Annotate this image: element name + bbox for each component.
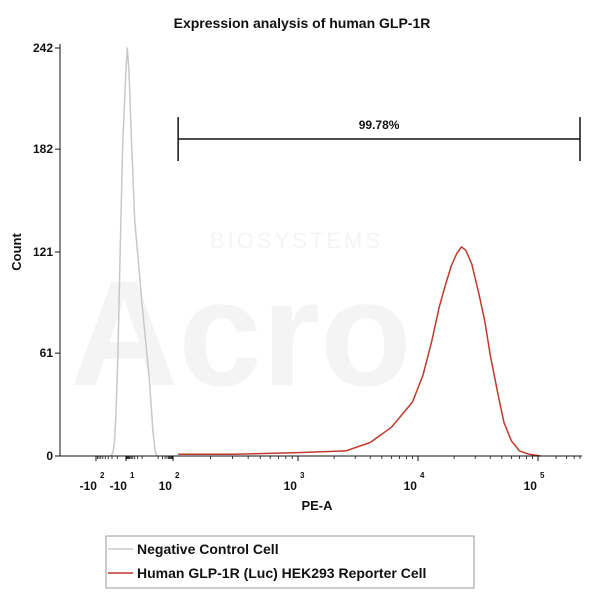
legend: Negative Control Cell Human GLP-1R (Luc)… [105, 535, 475, 589]
x-tick-label: 103 [284, 471, 305, 493]
series-line-reporter-cell [178, 246, 541, 457]
y-axis-label: Count [9, 233, 24, 271]
y-tick-label: 242 [33, 41, 53, 55]
chart-title: Expression analysis of human GLP-1R [174, 15, 431, 31]
watermark-logo: Acro [70, 249, 412, 417]
legend-box [105, 535, 475, 589]
legend-label-negative-control: Negative Control Cell [137, 541, 279, 557]
y-tick-label: 182 [33, 142, 53, 156]
x-tick-label: 105 [524, 471, 545, 493]
x-tick-label: 104 [404, 471, 425, 493]
gate-marker: 99.78% [177, 117, 581, 162]
gate-label: 99.78% [359, 118, 400, 132]
x-tick-label: -102 [80, 471, 105, 493]
legend-label-reporter-cell: Human GLP-1R (Luc) HEK293 Reporter Cell [137, 565, 426, 581]
x-tick-label: 102 [159, 471, 180, 493]
x-axis-label: PE-A [301, 498, 333, 513]
y-tick-label: 0 [46, 449, 53, 463]
series-line-negative-control [110, 47, 158, 457]
y-tick-label: 121 [33, 245, 53, 259]
plot-area [110, 47, 541, 457]
x-tick-label: -101 [110, 471, 135, 493]
watermark-subtext: BIOSYSTEMS [210, 228, 383, 253]
y-tick-label: 61 [40, 346, 54, 360]
